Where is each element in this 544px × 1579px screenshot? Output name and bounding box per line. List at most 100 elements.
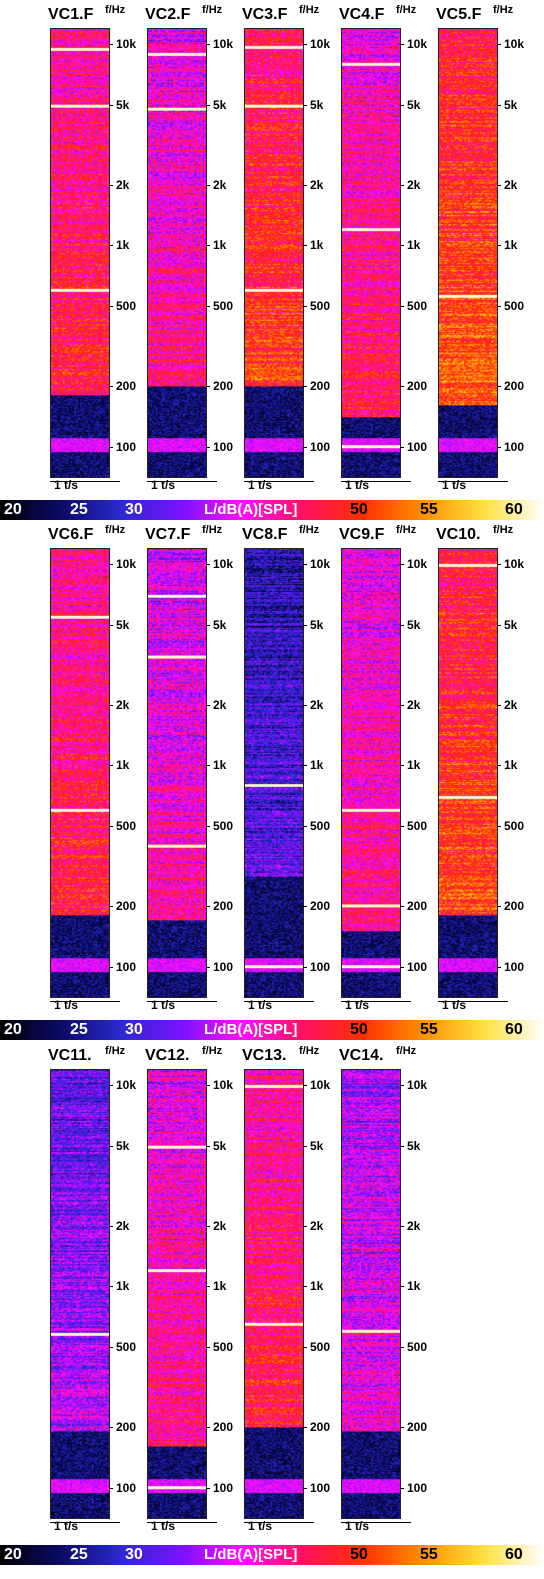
y-tick-mark — [400, 447, 404, 448]
y-tick-label: 100 — [407, 1481, 428, 1495]
spectrogram — [438, 28, 498, 478]
y-tick-label: 500 — [504, 299, 525, 313]
colorbar-tick-label: 25 — [70, 1546, 88, 1563]
spectrogram-image — [51, 549, 109, 997]
y-tick-mark — [303, 447, 307, 448]
y-tick-label: 100 — [116, 1481, 137, 1495]
colorbar-tick-label: 50 — [350, 501, 368, 518]
x-axis — [341, 1001, 411, 1008]
y-tick-label: 10k — [407, 37, 428, 51]
spectrogram-image — [148, 1070, 206, 1518]
y-tick-label: 5k — [504, 98, 518, 112]
y-tick-mark — [206, 1226, 210, 1227]
panel-unit-label: f/Hz — [396, 1045, 417, 1057]
y-tick-label: 2k — [407, 1219, 421, 1233]
y-tick-label: 500 — [116, 1340, 137, 1354]
y-tick-label: 1k — [407, 238, 421, 252]
y-tick-label: 1k — [407, 758, 421, 772]
colorbar-tick-label: 20 — [4, 1021, 22, 1038]
colorbar: 20 25 30 50 55 60 L/dB(A)[SPL] — [0, 500, 544, 520]
y-tick-label: 10k — [116, 557, 137, 571]
y-tick-mark — [400, 1488, 404, 1489]
y-tick-label: 10k — [310, 37, 331, 51]
x-tick-label: 1 t/s — [248, 1519, 273, 1533]
y-tick-label: 2k — [116, 178, 130, 192]
y-tick-mark — [303, 765, 307, 766]
colorbar-tick-label: 60 — [505, 1021, 523, 1038]
y-tick-mark — [109, 967, 113, 968]
y-tick-label: 2k — [116, 698, 130, 712]
y-tick-label: 200 — [310, 899, 331, 913]
y-tick-label: 500 — [310, 299, 331, 313]
x-axis — [341, 1522, 411, 1529]
y-tick-mark — [400, 386, 404, 387]
panel-unit-label: f/Hz — [299, 524, 320, 536]
y-tick-mark — [497, 44, 501, 45]
y-tick-label: 200 — [310, 1420, 331, 1434]
panel-title: VC9.F — [339, 526, 385, 543]
y-tick-label: 5k — [310, 98, 324, 112]
y-tick-label: 100 — [213, 440, 234, 454]
y-tick-mark — [400, 44, 404, 45]
y-tick-mark — [303, 105, 307, 106]
colorbar-rect — [0, 1545, 544, 1565]
y-tick-mark — [109, 306, 113, 307]
y-tick-label: 1k — [213, 1279, 227, 1293]
y-tick-label: 100 — [213, 1481, 234, 1495]
y-tick-label: 2k — [310, 178, 324, 192]
panel-unit-label: f/Hz — [202, 524, 223, 536]
y-tick-mark — [206, 967, 210, 968]
y-tick-mark — [109, 906, 113, 907]
spectrogram — [438, 548, 498, 998]
x-axis — [147, 481, 217, 488]
y-tick-mark — [400, 306, 404, 307]
y-tick-label: 5k — [213, 1139, 227, 1153]
y-tick-label: 5k — [310, 1139, 324, 1153]
x-tick-label: 1 t/s — [54, 478, 79, 492]
x-axis — [50, 481, 120, 488]
panel-title: VC13. — [242, 1047, 287, 1064]
y-tick-mark — [497, 765, 501, 766]
y-tick-mark — [400, 1146, 404, 1147]
y-tick-label: 2k — [504, 178, 518, 192]
colorbar-tick-label: 60 — [505, 501, 523, 518]
y-tick-mark — [400, 826, 404, 827]
y-tick-label: 100 — [407, 440, 428, 454]
y-tick-mark — [109, 1286, 113, 1287]
y-tick-label: 100 — [504, 960, 525, 974]
panel-unit-label: f/Hz — [105, 524, 126, 536]
y-tick-mark — [400, 185, 404, 186]
x-tick-label: 1 t/s — [54, 998, 79, 1012]
colorbar-tick-label: 30 — [125, 1546, 143, 1563]
y-tick-label: 100 — [407, 960, 428, 974]
panel-title: VC10. — [436, 526, 481, 543]
y-tick-mark — [497, 906, 501, 907]
y-tick-mark — [109, 1146, 113, 1147]
y-tick-label: 5k — [407, 98, 421, 112]
y-tick-label: 1k — [504, 758, 518, 772]
spectrogram-image — [148, 29, 206, 477]
y-tick-mark — [206, 765, 210, 766]
colorbar-gradient — [0, 500, 544, 520]
colorbar-tick-label: 55 — [420, 1021, 438, 1038]
y-tick-mark — [109, 386, 113, 387]
x-axis — [438, 1001, 508, 1008]
x-axis — [147, 1001, 217, 1008]
y-tick-label: 500 — [213, 299, 234, 313]
spectrogram — [341, 1069, 401, 1519]
x-tick-label: 1 t/s — [345, 478, 370, 492]
panel-title: VC11. — [48, 1047, 92, 1064]
y-tick-label: 200 — [407, 1420, 428, 1434]
colorbar-tick-label: 30 — [125, 501, 143, 518]
y-tick-mark — [206, 447, 210, 448]
y-tick-label: 200 — [504, 379, 525, 393]
panel-unit-label: f/Hz — [493, 524, 514, 536]
y-tick-mark — [303, 1146, 307, 1147]
x-tick-label: 1 t/s — [248, 998, 273, 1012]
spectrogram-image — [342, 29, 400, 477]
y-tick-mark — [206, 1347, 210, 1348]
y-tick-mark — [109, 765, 113, 766]
y-tick-label: 10k — [310, 1078, 331, 1092]
panel-unit-label: f/Hz — [396, 524, 417, 536]
